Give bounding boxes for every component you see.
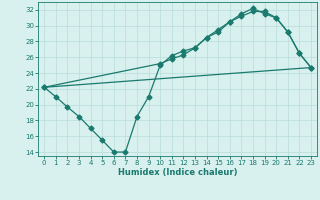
X-axis label: Humidex (Indice chaleur): Humidex (Indice chaleur): [118, 168, 237, 177]
